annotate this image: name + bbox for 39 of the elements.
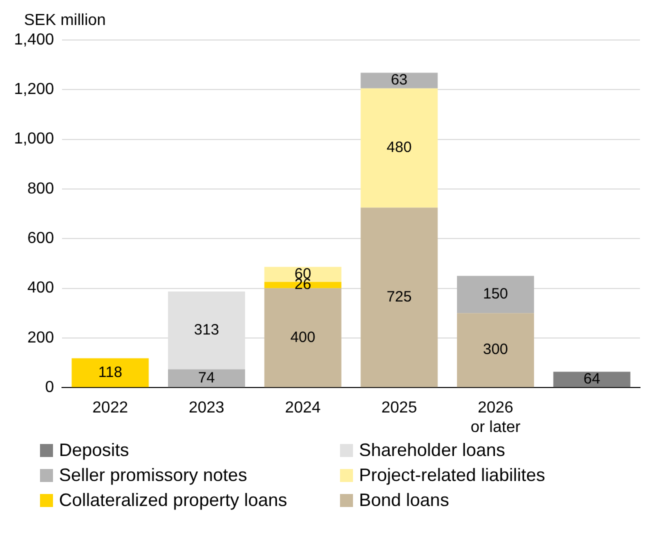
data-label: 64 [583, 370, 600, 388]
y-tick-label: 600 [27, 230, 54, 248]
data-label: 480 [386, 139, 412, 156]
legend-label: Seller promissory notes [59, 465, 248, 486]
y-tick-label: 1,400 [14, 31, 54, 48]
data-label: 63 [390, 72, 408, 89]
x-tick-label: 2024 [285, 400, 321, 417]
x-tick-label: 2026 or later [470, 400, 522, 436]
legend-label: Shareholder loans [359, 440, 506, 461]
bar [553, 372, 630, 388]
y-tick-label: 0 [45, 379, 54, 396]
bar [360, 208, 438, 388]
y-tick-label: 1,200 [14, 81, 54, 98]
bar [456, 313, 534, 388]
legend-label: Bond loans [359, 490, 450, 511]
x-tick-label: 2025 [381, 400, 418, 417]
bar [360, 72, 438, 88]
data-label: 400 [290, 328, 316, 346]
bar [168, 369, 246, 388]
legend-label: Collateralized property loans [59, 490, 288, 511]
data-label: 313 [194, 322, 220, 339]
bar [72, 358, 149, 388]
bar [360, 88, 438, 208]
data-label: 118 [98, 364, 122, 381]
y-axis-title: SEK million [24, 12, 106, 30]
data-label: 725 [386, 288, 412, 306]
bar [264, 288, 342, 388]
data-label: 150 [482, 286, 508, 303]
y-tick-label: 200 [27, 329, 54, 346]
y-tick-label: 1,000 [14, 130, 54, 148]
legend-label: Project-related liabilites [359, 465, 546, 486]
x-tick-label: 2022 [92, 400, 128, 417]
data-label: 300 [482, 341, 508, 358]
x-tick-label: 2023 [188, 400, 224, 417]
y-tick-label: 400 [27, 280, 54, 297]
y-tick-label: 800 [27, 180, 54, 198]
bar [456, 276, 534, 314]
legend-label: Deposits [59, 440, 130, 461]
data-label: 74 [198, 369, 215, 386]
